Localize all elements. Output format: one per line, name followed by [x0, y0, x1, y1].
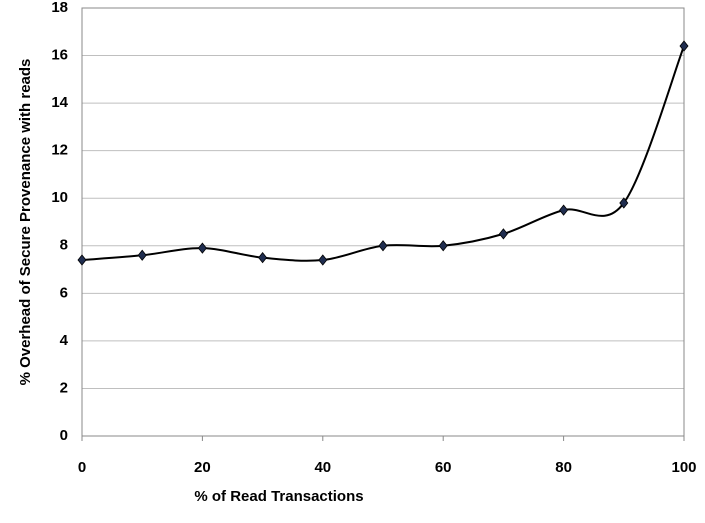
marker — [77, 254, 87, 266]
marker — [137, 249, 147, 261]
x-tick-label: 20 — [194, 459, 211, 476]
y-tick-label: 14 — [51, 94, 68, 111]
marker — [679, 40, 689, 52]
marker — [498, 228, 508, 240]
line — [81, 45, 685, 262]
y-axis-label: % Overhead of Secure Provenance with rea… — [17, 59, 34, 386]
x-axis-label: % of Read Transactions — [194, 488, 363, 505]
y-tick-label: 4 — [60, 332, 69, 349]
x-tick-label: 80 — [555, 459, 572, 476]
marker — [559, 204, 569, 216]
x-tick-label: 40 — [314, 459, 331, 476]
x-tick-label: 60 — [435, 459, 452, 476]
marker — [197, 242, 207, 254]
y-tick-label: 8 — [60, 237, 68, 254]
marker — [378, 240, 388, 252]
y-tick-label: 6 — [60, 284, 68, 301]
y-tick-label: 2 — [60, 379, 68, 396]
marker — [438, 240, 448, 252]
x-tick-label: 100 — [671, 459, 696, 476]
marker — [258, 252, 268, 264]
marker — [318, 254, 328, 266]
x-tick-label: 0 — [78, 459, 86, 476]
y-tick-label: 18 — [51, 0, 68, 16]
y-tick-label: 10 — [51, 189, 68, 206]
y-tick-label: 12 — [51, 142, 68, 159]
marker — [619, 197, 629, 209]
y-tick-label: 16 — [51, 47, 68, 64]
y-tick-label: 0 — [60, 427, 68, 444]
plot-frame — [81, 7, 685, 437]
